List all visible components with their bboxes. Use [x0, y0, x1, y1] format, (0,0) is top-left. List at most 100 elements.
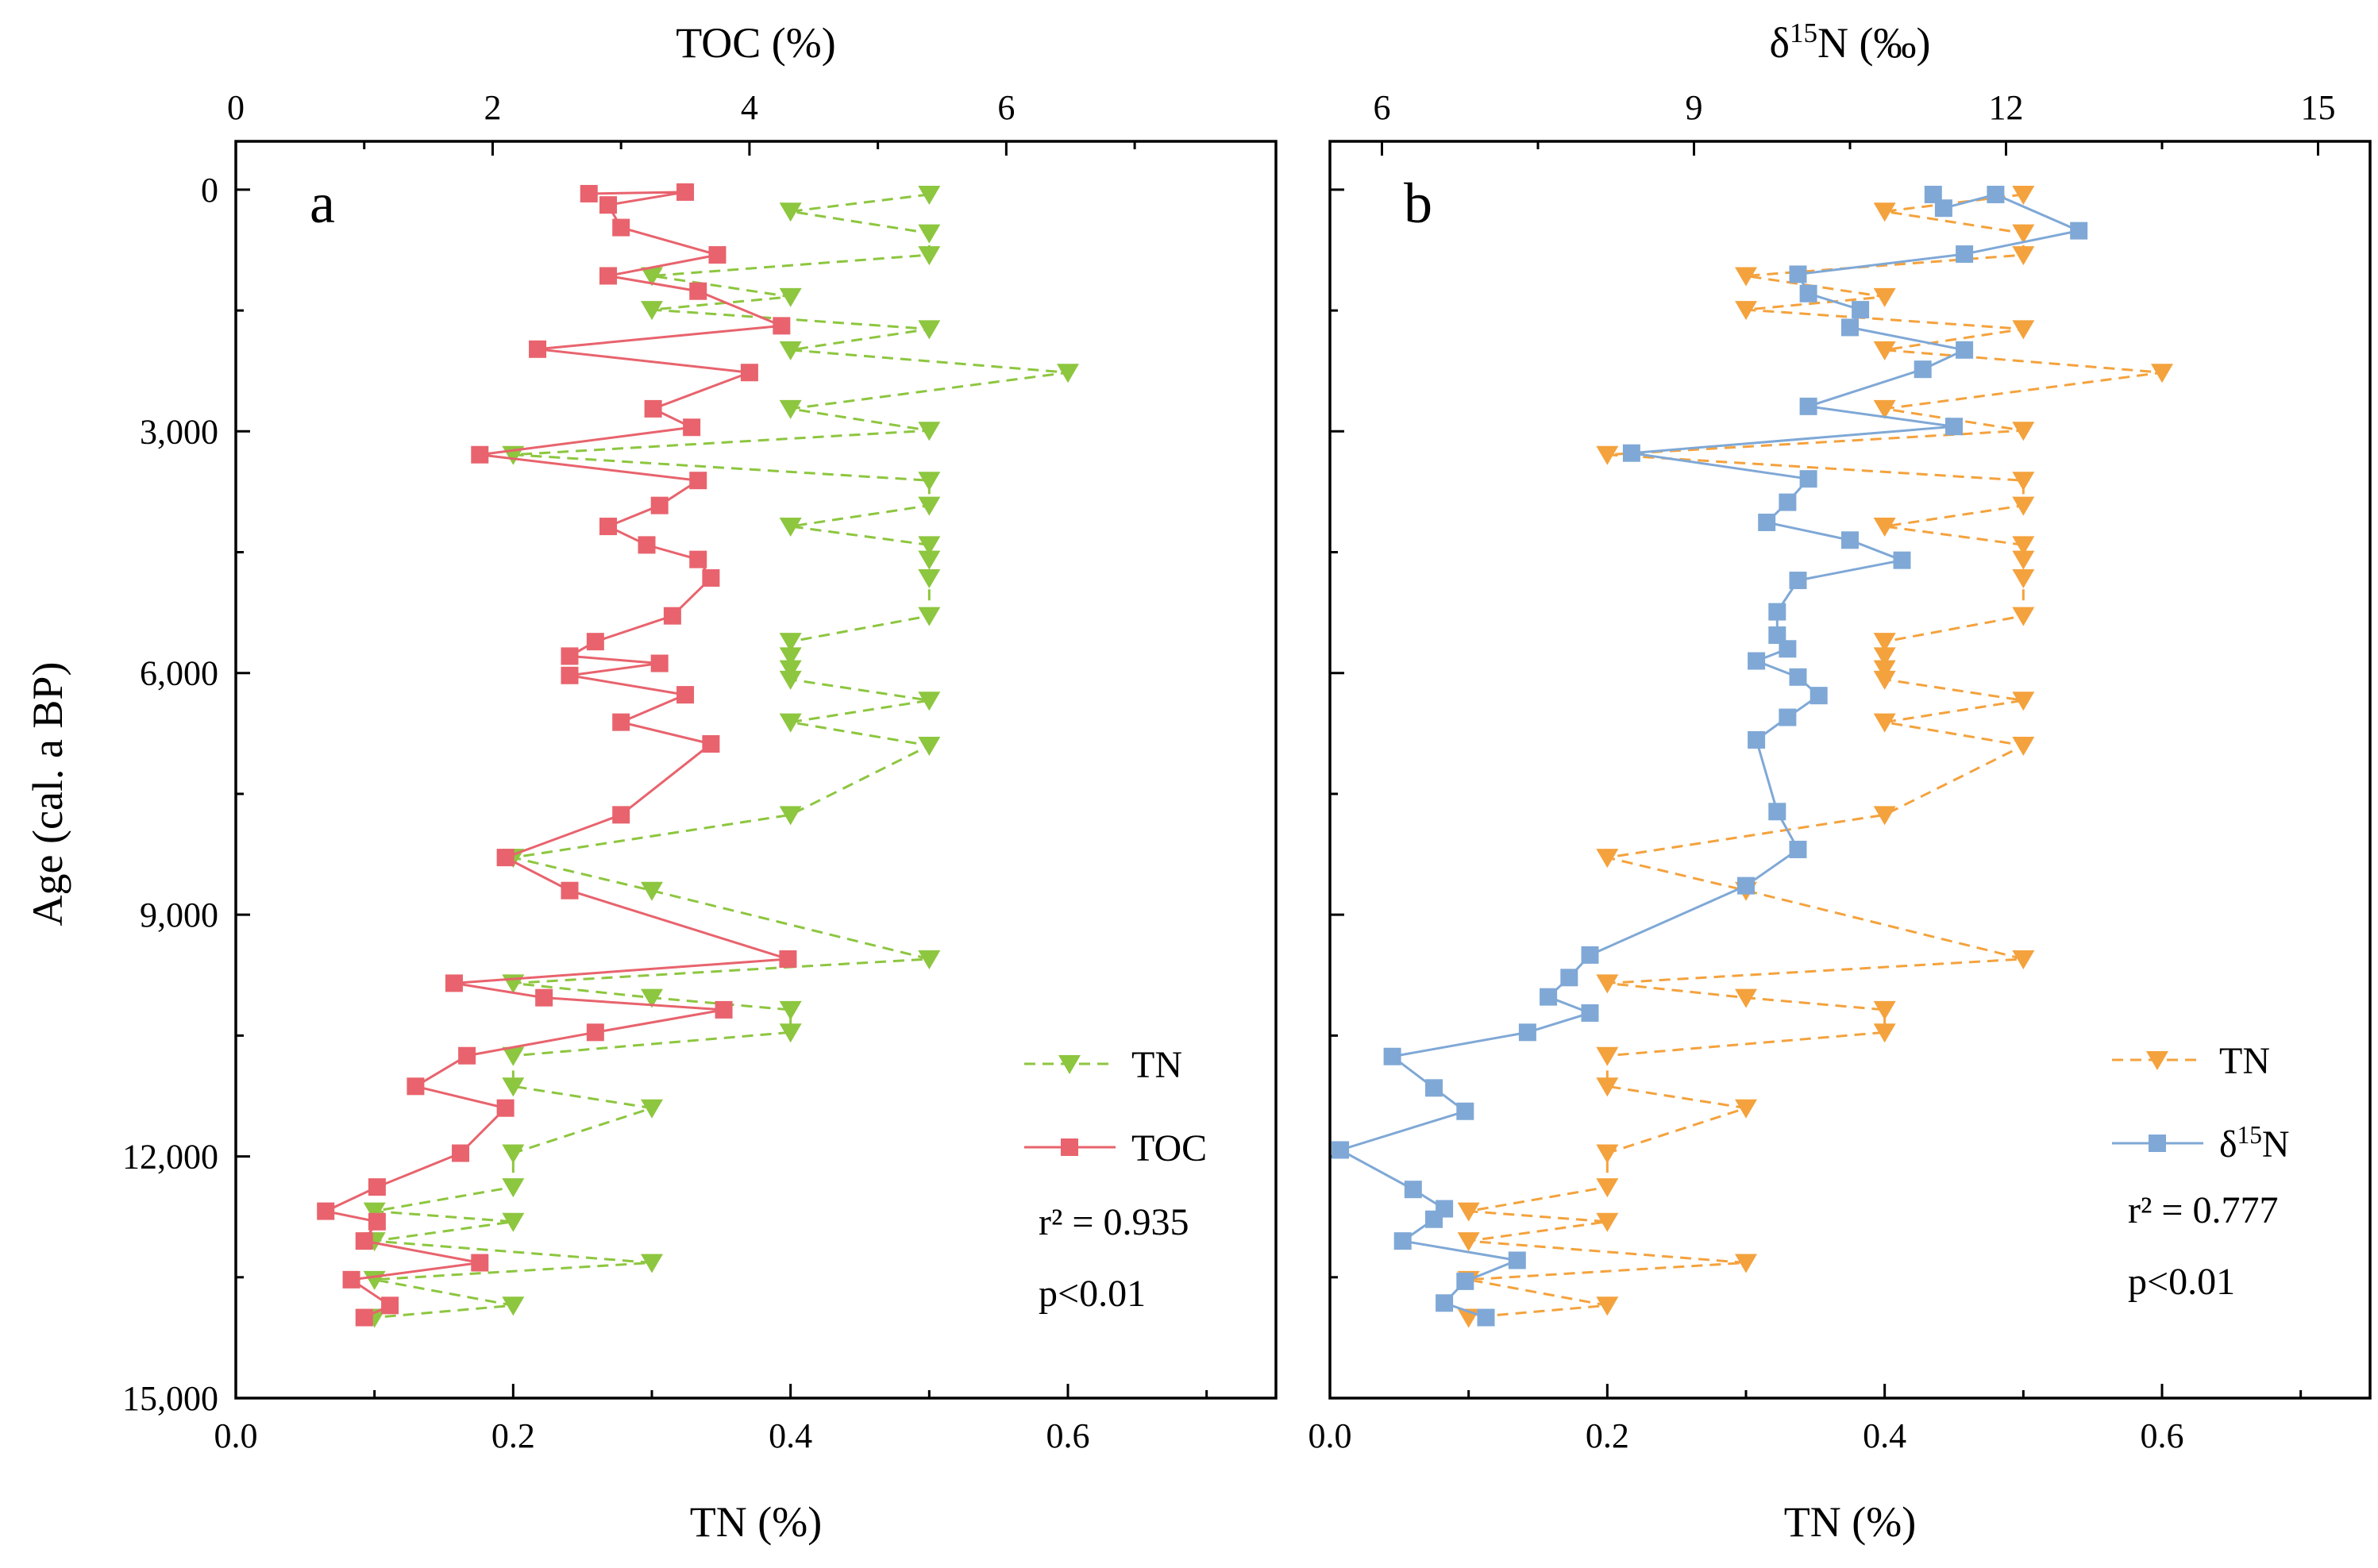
tn-point	[1873, 518, 1896, 537]
d15n-point	[1748, 652, 1766, 670]
tn-point	[779, 202, 802, 222]
tn-point	[1873, 1023, 1896, 1043]
d15n-point	[1748, 730, 1766, 749]
toc-point	[496, 849, 515, 867]
legend-toc-label: TOC	[1131, 1127, 1207, 1169]
x2-tick-label: 6	[1374, 88, 1391, 127]
x2-tick-label: 2	[484, 88, 501, 127]
legend-toc-marker	[1061, 1138, 1078, 1156]
d15n-point	[1737, 876, 1755, 895]
tn-point	[1596, 974, 1619, 994]
tn-point	[1457, 1202, 1480, 1222]
panel-b-ticks: 0.0 0.2 0.4 0.6 6 9 12 15	[1308, 88, 2336, 1455]
toc-point	[663, 607, 681, 625]
tn-point	[779, 660, 802, 680]
d15n-point	[1789, 668, 1807, 686]
y-tick-label: 3,000	[140, 412, 218, 451]
toc-point	[535, 988, 553, 1007]
tn-point	[2012, 246, 2035, 266]
tn-point	[918, 246, 941, 266]
tn-point	[918, 692, 941, 711]
panel-b-chart: b δ15N (‰) TN (%) 0.0 0.2 0.4 0.6 6 9 12 15 TN δ…	[1308, 17, 2372, 1546]
d15n-point	[1456, 1102, 1474, 1120]
panel-b-bottom-axis-title: TN (%)	[1784, 1498, 1916, 1546]
tn-point	[1596, 1046, 1619, 1066]
tn-point	[641, 1254, 663, 1273]
d15n-point	[1581, 946, 1599, 964]
tn-point	[502, 1212, 525, 1232]
tn-point	[779, 287, 802, 307]
y-tick-label: 0	[201, 171, 218, 210]
d15n-point	[1540, 988, 1558, 1006]
toc-point	[599, 196, 618, 214]
d15n-point	[1768, 626, 1786, 645]
toc-point	[702, 568, 720, 587]
tn-point	[1596, 1212, 1619, 1232]
tn-point	[1873, 633, 1896, 653]
toc-point	[368, 1178, 386, 1196]
legend-d15n-label: δ15N	[2219, 1121, 2289, 1166]
d15n-point	[1789, 572, 1807, 590]
tn-point	[2012, 550, 2035, 570]
toc-point	[445, 974, 463, 992]
x-tick-label: 0.2	[491, 1416, 535, 1455]
d15n-point	[1945, 418, 1963, 436]
toc-point	[715, 1000, 733, 1019]
tn-point	[2012, 320, 2035, 340]
panel-a-legend: TN TOC	[1024, 1044, 1207, 1169]
d15n-point	[1810, 687, 1828, 705]
d15n-point	[1425, 1079, 1443, 1097]
tn-point	[1873, 670, 1896, 690]
tn-point	[2012, 737, 2035, 757]
tn-point	[1057, 364, 1079, 383]
toc-point	[773, 317, 791, 335]
x-tick-label: 0.4	[1863, 1416, 1906, 1455]
d15n-point	[1768, 803, 1786, 821]
tn-point	[779, 806, 802, 826]
y-tick-label: 6,000	[140, 654, 218, 693]
panel-b-letter: b	[1404, 171, 1432, 235]
panel-a-frame	[234, 140, 1278, 1400]
panel-a-letter: a	[310, 171, 335, 235]
tn-point	[779, 633, 802, 653]
x2-tick-label: 0	[227, 88, 245, 127]
d15n-point	[1852, 301, 1870, 319]
d15n-point	[1779, 708, 1797, 726]
d15n-point	[1768, 603, 1786, 621]
panel-a-chart: a TOC (%) TN (%) 0 3,000 6,000 9,000 12,000 1…	[122, 19, 1278, 1546]
tn-point	[779, 713, 802, 733]
tn-point	[1873, 202, 1896, 222]
d15n-point	[1893, 551, 1911, 569]
toc-point	[612, 218, 630, 237]
toc-point	[471, 445, 489, 464]
legend-d15n-marker	[2149, 1135, 2166, 1152]
x2-tick-label: 9	[1686, 88, 1703, 127]
tn-point	[918, 224, 941, 244]
tn-point	[2012, 224, 2035, 244]
tn-series-line	[374, 193, 1069, 1320]
tn-point	[641, 1099, 663, 1119]
tn-point	[918, 185, 941, 205]
tn-point	[2012, 607, 2035, 626]
tn-point	[1457, 1232, 1480, 1252]
d15n-point	[1436, 1294, 1454, 1312]
d15n-point	[1404, 1181, 1422, 1199]
toc-point	[644, 399, 662, 418]
tn-point	[779, 399, 802, 419]
toc-point	[676, 686, 695, 704]
legend-tn-label: TN	[1131, 1044, 1182, 1086]
y-tick-label: 9,000	[140, 896, 218, 934]
tn-point	[2012, 472, 2035, 491]
panel-b-p-annotation: p<0.01	[2128, 1261, 2235, 1303]
toc-point	[452, 1144, 470, 1162]
tn-point	[1735, 301, 1757, 321]
tn-point	[1873, 660, 1896, 680]
toc-point	[561, 881, 579, 900]
d15n-point	[1789, 840, 1807, 858]
tn-point	[1735, 1254, 1757, 1273]
toc-point	[689, 282, 707, 300]
d15n-point	[1518, 1023, 1536, 1042]
d15n-point	[1924, 185, 1942, 203]
d15n-point	[1779, 493, 1797, 511]
